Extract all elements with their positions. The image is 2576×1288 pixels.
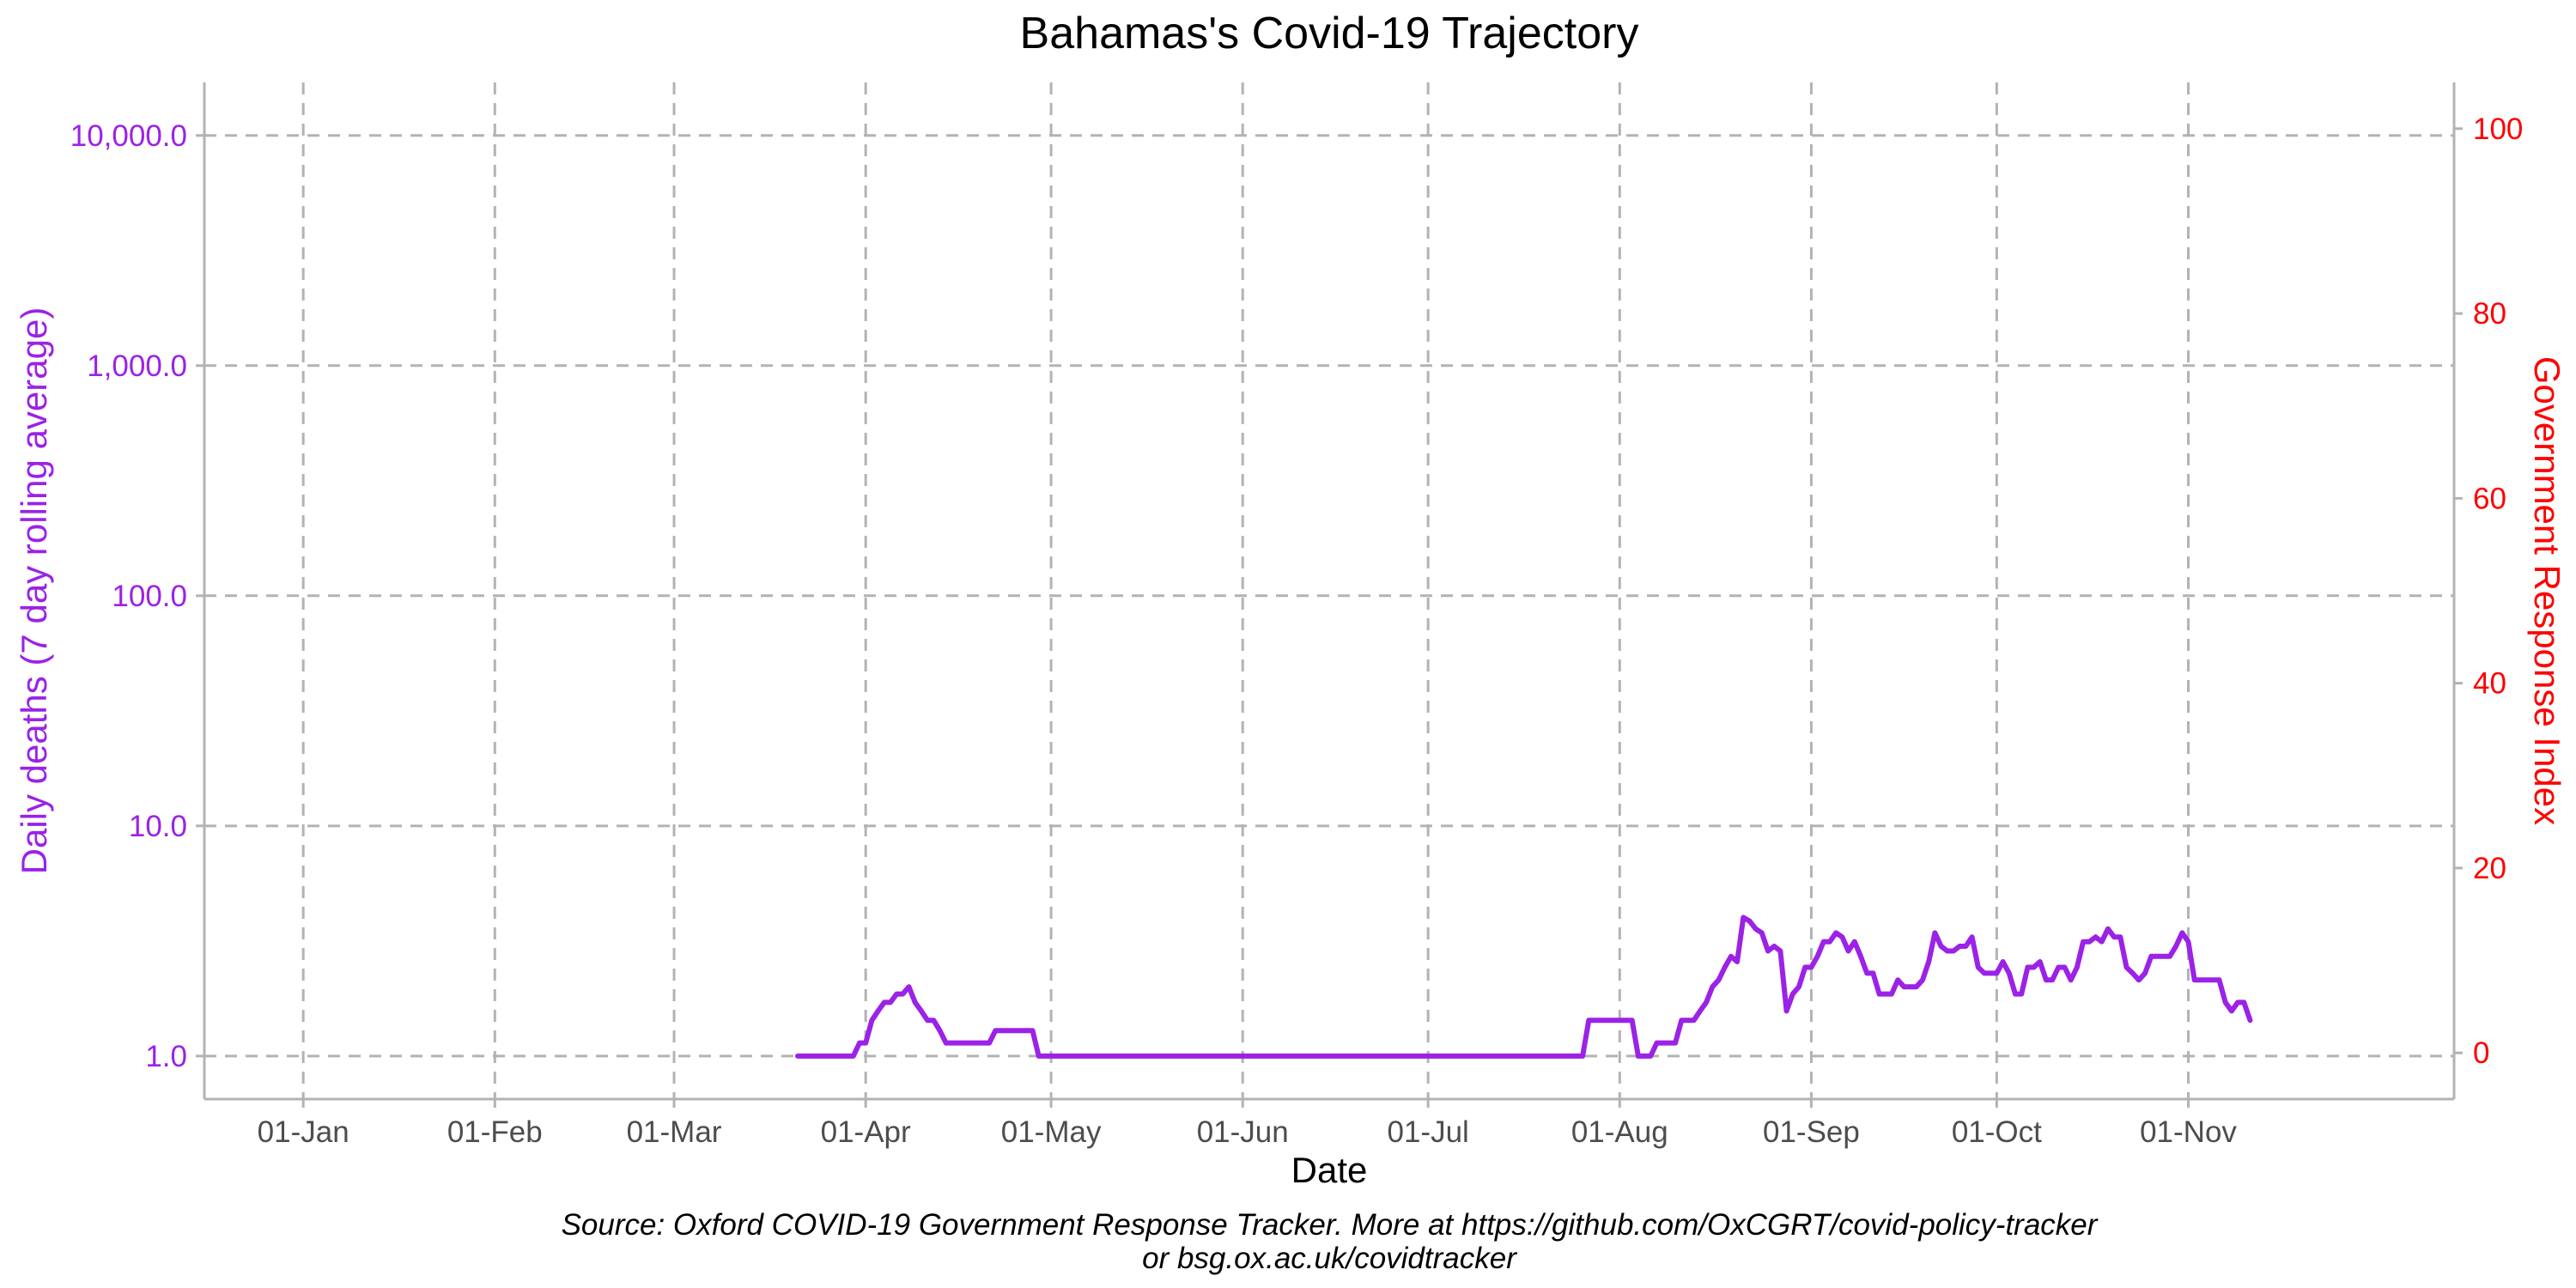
x-tick-label: 01-Mar	[627, 1115, 722, 1149]
x-tick-label: 01-Apr	[821, 1115, 911, 1149]
x-tick-label: 01-Aug	[1571, 1115, 1668, 1149]
tick-labels: 1.0 10.0 100.0 1,000.0 10,000.0 0 20 40 60 80 100 0…	[70, 112, 2524, 1149]
source-caption-line-2: or bsg.ox.ac.uk/covidtracker	[1142, 1242, 1517, 1275]
daily-deaths-line	[795, 914, 2253, 1059]
x-tick-label: 01-Jul	[1388, 1115, 1469, 1149]
y-left-tick-label: 1.0	[145, 1040, 187, 1073]
x-tick-label: 01-Jun	[1197, 1115, 1289, 1149]
x-axis-title: Date	[1291, 1150, 1368, 1190]
y-left-tick-label: 1,000.0	[87, 349, 187, 383]
x-tick-label: 01-Jan	[258, 1115, 349, 1149]
source-caption-line-1: Source: Oxford COVID-19 Government Respo…	[562, 1208, 2099, 1242]
x-tick-label: 01-Sep	[1763, 1115, 1860, 1149]
y-right-tick-label: 80	[2473, 297, 2506, 331]
y-right-tick-label: 0	[2473, 1036, 2489, 1070]
y-axis-left-title: Daily deaths (7 day rolling average)	[14, 307, 54, 875]
y-left-tick-label: 10,000.0	[70, 119, 187, 153]
y-axis-right-title: Government Response Index	[2527, 356, 2567, 825]
axes	[203, 82, 2456, 1101]
y-right-tick-label: 20	[2473, 852, 2506, 885]
y-right-tick-label: 40	[2473, 667, 2506, 701]
x-tick-label: 01-May	[1001, 1115, 1102, 1149]
y-right-tick-label: 100	[2473, 112, 2523, 146]
y-left-tick-label: 10.0	[129, 810, 187, 843]
grid-lines	[204, 82, 2454, 1099]
y-left-tick-label: 100.0	[112, 580, 187, 613]
chart-title: Bahamas's Covid-19 Trajectory	[1020, 9, 1639, 58]
series-layer	[795, 914, 2253, 1059]
x-tick-label: 01-Feb	[447, 1115, 543, 1149]
y-right-tick-label: 60	[2473, 482, 2506, 515]
x-tick-label: 01-Nov	[2140, 1115, 2237, 1149]
x-tick-label: 01-Oct	[1952, 1115, 2042, 1149]
